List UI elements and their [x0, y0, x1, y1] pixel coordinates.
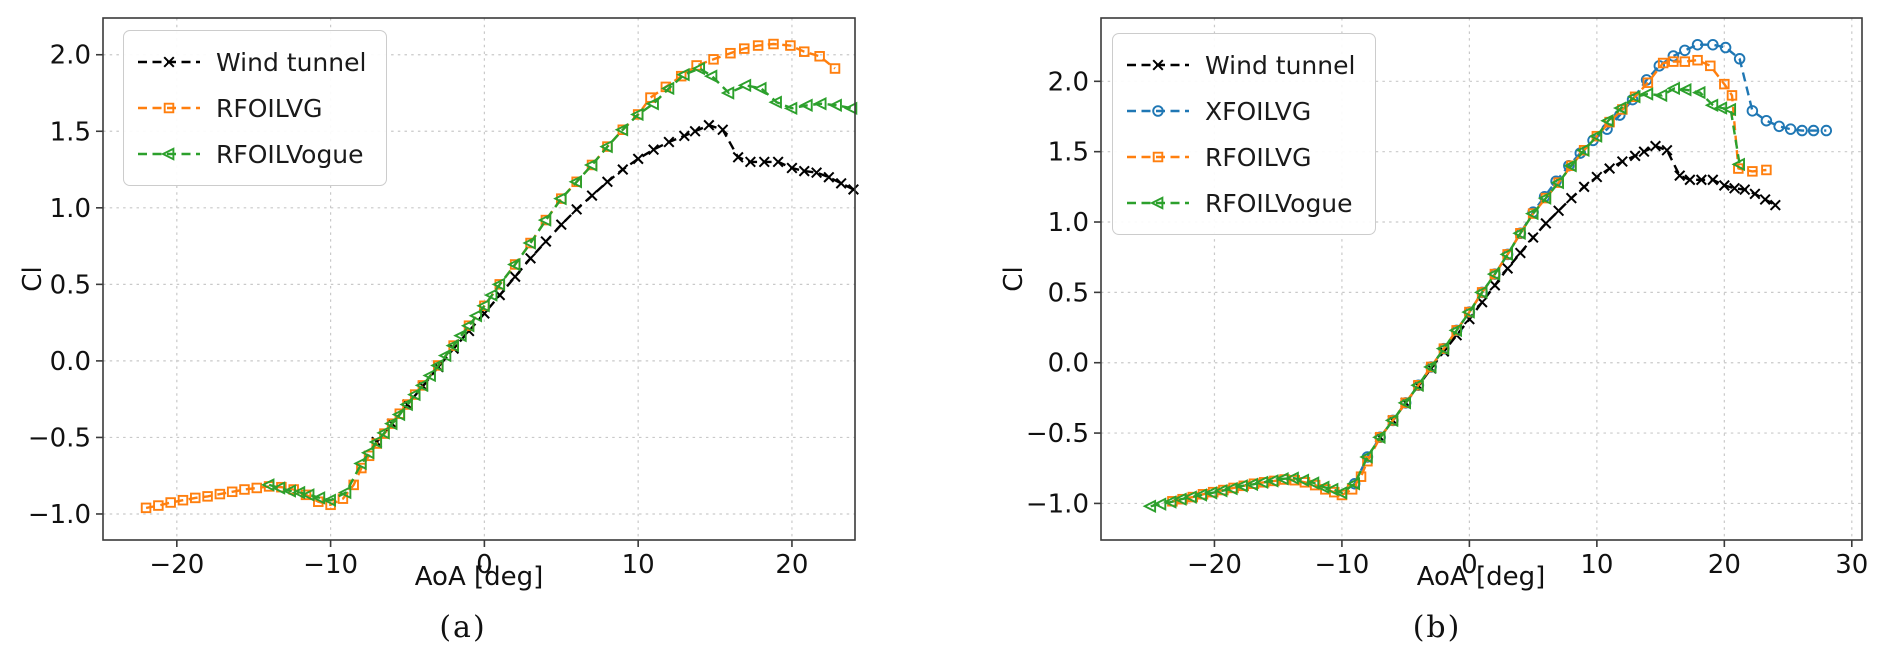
legend-line-sample-icon — [138, 147, 200, 161]
x-tick-label: −20 — [149, 550, 204, 580]
legend-entry-wind-tunnel: Wind tunnel — [1125, 42, 1355, 88]
y-tick-label: 1.0 — [50, 194, 91, 224]
grid — [103, 18, 855, 540]
tick-marks — [1094, 80, 1853, 547]
legend-line-sample-icon — [1127, 59, 1189, 71]
x-tick-label: 0 — [1461, 550, 1478, 580]
legend-panel-b: Wind tunnel XFOILVG RFOILVG RFOILVogue — [1112, 33, 1377, 235]
legend-line-sample-icon — [138, 56, 200, 68]
markers-RFOILVogue — [260, 61, 858, 507]
legend-entry-rfoilvogue: RFOILVogue — [136, 131, 366, 177]
legend-entry-rfoilvogue: RFOILVogue — [1125, 180, 1355, 226]
y-tick-label: 1.5 — [1048, 138, 1089, 168]
legend-line-sample-icon — [1127, 196, 1189, 210]
y-tick-label: 1.0 — [1048, 208, 1089, 238]
x-tick-label: 30 — [1835, 550, 1868, 580]
y-tick-label: 2.0 — [1048, 67, 1089, 97]
caption-panel-b: (b) — [1412, 610, 1462, 645]
legend-entry-rfoilvg: RFOILVG — [136, 85, 366, 131]
x-tick-label: −10 — [1314, 550, 1369, 580]
x-tick-label: −20 — [1187, 550, 1242, 580]
tick-labels: −20 −10 0 10 20 −1.0 −0.5 0.0 0.5 1.0 1.5 2.0 — [28, 41, 809, 580]
legend-label: Wind tunnel — [216, 47, 367, 77]
y-tick-label: 1.5 — [50, 117, 91, 147]
x-axis-label-panel-b: AoA [deg] — [1416, 562, 1546, 592]
legend-entry-xfoilvg: XFOILVG — [1125, 88, 1355, 134]
y-tick-label: 0.5 — [1048, 278, 1089, 308]
y-tick-label: 0.0 — [50, 347, 91, 377]
legend-label: RFOILVogue — [216, 139, 364, 169]
y-axis-label-panel-a: Cl — [18, 266, 48, 292]
x-tick-label: −10 — [303, 550, 358, 580]
markers-RFOILVogue — [1142, 81, 1745, 513]
legend-line-sample-icon — [1127, 151, 1189, 163]
axes-spines — [1100, 17, 1863, 541]
legend-panel-a: Wind tunnel RFOILVG RFOILVogue — [123, 30, 388, 186]
y-tick-label: −0.5 — [1026, 419, 1089, 449]
y-tick-label: −0.5 — [28, 423, 91, 453]
x-tick-label: 10 — [1580, 550, 1613, 580]
x-tick-label: 0 — [476, 550, 493, 580]
y-tick-label: −1.0 — [28, 500, 91, 530]
x-tick-label: 20 — [775, 550, 808, 580]
caption-panel-a: (a) — [439, 610, 487, 645]
y-tick-label: 0.0 — [1048, 349, 1089, 379]
series-RFOILVogue — [1142, 81, 1745, 513]
legend-label: XFOILVG — [1205, 96, 1312, 126]
x-tick-label: 10 — [622, 550, 655, 580]
legend-line-sample-icon — [1127, 105, 1189, 117]
legend-label: Wind tunnel — [1205, 50, 1356, 80]
y-axis-label-panel-b: Cl — [999, 266, 1029, 292]
axes-spines — [102, 17, 856, 541]
legend-entry-rfoilvg: RFOILVG — [1125, 134, 1355, 180]
tick-marks — [96, 53, 793, 547]
legend-label: RFOILVG — [1205, 142, 1312, 172]
y-tick-label: 0.5 — [50, 270, 91, 300]
tick-labels: −20 −10 0 10 20 30 −1.0 −0.5 0.0 0.5 1.0 1.5 2.0 — [1026, 67, 1868, 580]
legend-label: RFOILVG — [216, 93, 323, 123]
series-RFOILVogue — [260, 61, 858, 507]
y-tick-label: −1.0 — [1026, 489, 1089, 519]
legend-line-sample-icon — [138, 102, 200, 114]
legend-label: RFOILVogue — [1205, 188, 1353, 218]
chart-panel-b: −20 −10 0 10 20 30 −1.0 −0.5 0.0 0.5 1.0 1.5 2.0 — [946, 0, 1892, 664]
y-tick-label: 2.0 — [50, 41, 91, 71]
legend-entry-wind-tunnel: Wind tunnel — [136, 39, 366, 85]
x-axis-label-panel-a: AoA [deg] — [414, 562, 544, 592]
x-tick-label: 20 — [1708, 550, 1741, 580]
